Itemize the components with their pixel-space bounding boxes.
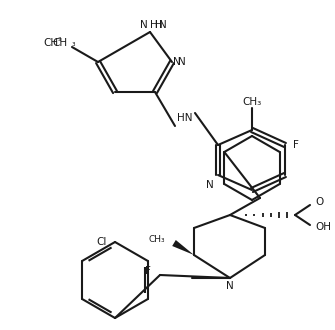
Text: OH: OH <box>315 222 331 232</box>
Text: H: H <box>155 20 163 30</box>
Text: N: N <box>173 57 181 67</box>
Text: CH₃: CH₃ <box>243 97 262 107</box>
Text: Cl: Cl <box>96 237 107 247</box>
Text: N: N <box>206 180 214 190</box>
Text: F: F <box>293 140 299 150</box>
Text: N: N <box>178 57 186 67</box>
Text: HN: HN <box>177 113 193 123</box>
Text: CH₃: CH₃ <box>148 236 165 245</box>
Text: CH: CH <box>53 38 68 48</box>
Text: N: N <box>140 20 148 30</box>
Polygon shape <box>172 240 194 255</box>
Text: ₃: ₃ <box>71 39 75 48</box>
Text: N: N <box>159 20 167 30</box>
Text: ₃: ₃ <box>58 34 62 43</box>
Text: H: H <box>150 20 158 30</box>
Text: O: O <box>315 197 323 207</box>
Text: F: F <box>145 266 151 276</box>
Text: CH: CH <box>43 38 58 48</box>
Text: N: N <box>226 281 234 291</box>
